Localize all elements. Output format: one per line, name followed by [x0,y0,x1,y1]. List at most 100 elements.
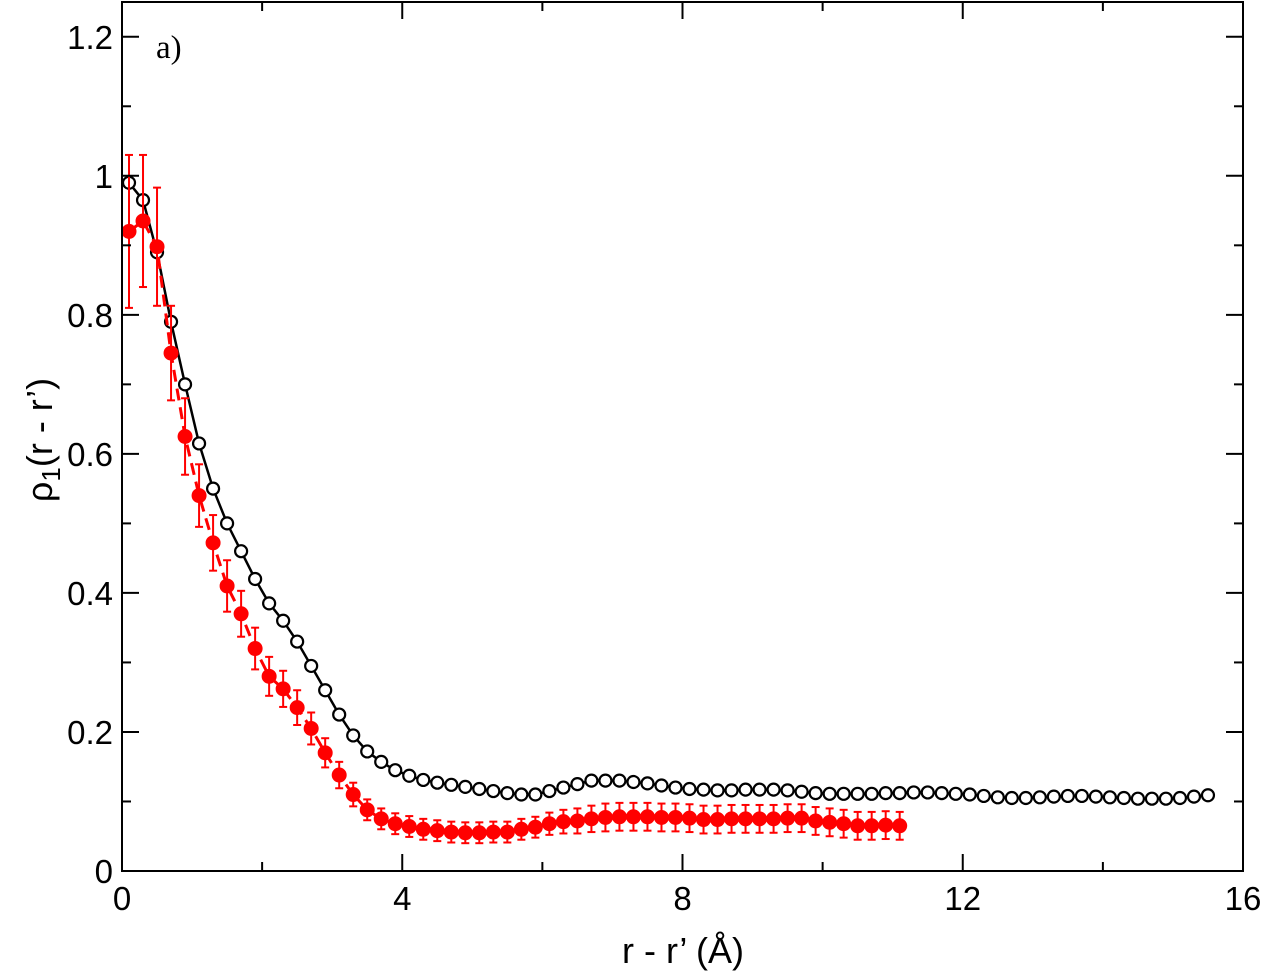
series-red-point [555,814,571,830]
series-black-point [920,785,935,800]
series-black-point [346,728,361,743]
y-axis-label: ρ1(r - r’) [19,378,66,502]
series-black-point [458,779,473,794]
y-tick-label: 0.2 [67,714,113,751]
plot-frame [121,1,1244,872]
series-red-point [415,821,431,837]
series-black-point [906,785,921,800]
series-red-point [822,814,838,830]
series-black-point [752,782,767,797]
series-red-point [443,824,459,840]
series-red-point [121,223,137,239]
y-axis-label-rho: ρ [19,482,60,502]
x-tick-label: 4 [393,880,411,917]
series-black-point [598,773,613,788]
y-tick-label: 0.6 [67,436,113,473]
series-red-point [177,429,193,444]
series-black-point [1060,788,1075,804]
y-tick-label: 0.4 [67,575,113,612]
y-axis-label-subscript: 1 [36,467,66,481]
series-black-point [219,516,235,531]
y-tick-label: 1 [95,158,113,195]
series-red-point [261,668,277,684]
series-red-filled-circles [121,153,908,845]
series-red-point [639,809,655,825]
series-black-point [1158,791,1174,806]
series-black-point [850,786,865,801]
axes: 0 4 8 12 16 0 0.2 0.4 0.6 0.8 1 1.2 [67,1,1262,917]
series-black-point [1046,789,1061,804]
series-red-point [724,811,740,827]
series-red-point [569,813,585,829]
series-red-point [780,810,796,826]
series-black-point [626,774,641,790]
series-black-point [990,790,1005,805]
series-black-point [570,776,585,792]
series-black-point [1130,791,1146,806]
series-red-point [359,802,375,818]
series-black-point [822,786,837,801]
series-black-point [836,786,851,801]
series-red-point [541,816,557,832]
series-black-point [430,775,445,790]
x-axis-label: r - r’ (Å) [622,930,744,971]
panel-label: a) [156,30,182,66]
series-red-point [611,809,627,825]
series-red-point [219,578,235,594]
series-black-point [654,778,669,793]
series-black-point [290,634,305,649]
series-black-point [878,786,893,801]
series-red-point [583,811,599,827]
series-red-point [766,811,782,827]
series-black-point [402,768,417,783]
series-red-point [457,825,473,841]
series-red-point [794,810,810,826]
series-black-point [556,780,571,795]
x-tick-label: 8 [673,880,691,917]
series-red-point [527,819,543,835]
series-red-point [387,816,403,832]
series-black-open-circles [121,175,1216,806]
series-black-point [262,596,277,611]
series-red-point [331,767,347,783]
series-black-point [528,787,543,802]
series-red-point [247,641,263,657]
series-red-point [485,824,501,840]
series-black-point [248,571,263,587]
series-red-point [892,818,908,834]
series-red-point [345,787,361,803]
series-black-point [514,787,529,802]
series-black-point [318,683,333,698]
series-black-point [388,763,403,778]
series-black-point [1004,790,1019,806]
series-black-point [1074,788,1089,804]
x-tick-label: 12 [944,880,981,917]
series-red-point [710,812,726,828]
series-black-point [1186,789,1202,804]
series-red-point [836,816,852,832]
series-black-point [332,707,347,722]
series-black-point [191,436,207,451]
series-black-point [934,786,949,801]
series-black-point [374,754,389,769]
series-black-point [612,773,627,788]
series-black-point [486,783,501,799]
series-black-point [710,783,725,798]
series-black-point [500,786,515,801]
series-red-point [317,745,333,761]
series-black-point [584,773,599,788]
series-black-point [808,786,823,801]
series-red-point [205,535,221,551]
series-black-point [1144,791,1160,806]
series-red-point [163,345,179,361]
series-red-point [191,488,207,504]
x-tick-label: 0 [113,880,131,917]
y-tick-label: 0 [95,853,113,890]
series-black-point [682,781,697,797]
x-tick-label: 16 [1225,880,1262,917]
series-red-point [513,821,529,837]
series-red-line [128,218,900,835]
series-black-point [766,782,781,797]
series-black-point [1102,790,1117,805]
